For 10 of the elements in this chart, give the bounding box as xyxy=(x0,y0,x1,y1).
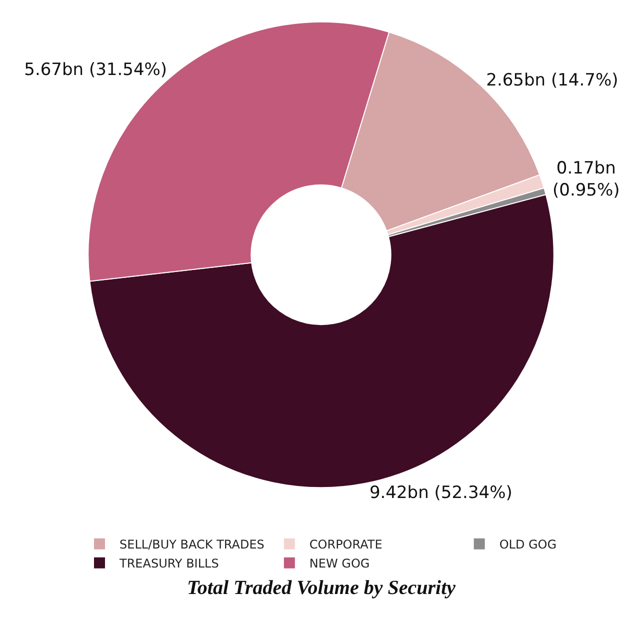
data-label: 9.42bn (52.34%) xyxy=(369,483,512,504)
legend-label: NEW GOG xyxy=(309,556,370,571)
legend-label: SELL/BUY BACK TRADES xyxy=(120,538,264,552)
legend-label: CORPORATE xyxy=(309,538,382,552)
data-label: 0.17bn (0.95%) xyxy=(552,158,620,200)
legend-label: TREASURY BILLS xyxy=(118,556,219,571)
text: Total Traded Volume by Security xyxy=(187,577,456,599)
legend-label: OLD GOG xyxy=(499,538,557,552)
data-label: 5.67bn (31.54%) xyxy=(24,60,168,80)
data-label: 2.65bn (14.7%) xyxy=(486,70,618,90)
